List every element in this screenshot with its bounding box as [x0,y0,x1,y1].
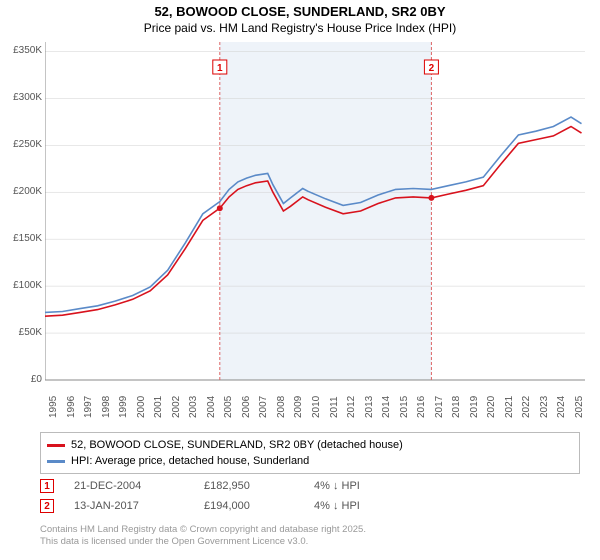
x-tick-label: 2008 [276,396,287,418]
x-tick-label: 2006 [241,396,252,418]
legend-label-2: HPI: Average price, detached house, Sund… [71,455,309,467]
event-row-2: 2 13-JAN-2017 £194,000 4% ↓ HPI [40,496,580,516]
x-tick-label: 2024 [556,396,567,418]
x-tick-label: 2009 [293,396,304,418]
event-date-2: 13-JAN-2017 [74,500,184,512]
chart-container: 52, BOWOOD CLOSE, SUNDERLAND, SR2 0BY Pr… [0,0,600,560]
x-tick-label: 2013 [364,396,375,418]
x-tick-label: 2003 [188,396,199,418]
title-block: 52, BOWOOD CLOSE, SUNDERLAND, SR2 0BY Pr… [0,0,600,35]
x-tick-label: 2000 [136,396,147,418]
x-tick-label: 2015 [399,396,410,418]
plot-area: 12 [45,36,585,386]
x-tick-label: 2005 [223,396,234,418]
y-tick-label: £150K [0,233,42,244]
event-date-1: 21-DEC-2004 [74,480,184,492]
x-tick-label: 2022 [521,396,532,418]
x-tick-label: 1999 [118,396,129,418]
y-tick-label: £300K [0,92,42,103]
legend-item-2: HPI: Average price, detached house, Sund… [47,453,573,469]
x-tick-label: 2018 [451,396,462,418]
x-tick-label: 2025 [574,396,585,418]
legend-swatch-red [47,444,65,447]
x-tick-label: 2012 [346,396,357,418]
x-tick-label: 2004 [206,396,217,418]
events-table: 1 21-DEC-2004 £182,950 4% ↓ HPI 2 13-JAN… [40,476,580,516]
footnote-line-1: Contains HM Land Registry data © Crown c… [40,524,580,536]
x-tick-label: 1996 [66,396,77,418]
x-tick-label: 2010 [311,396,322,418]
event-price-2: £194,000 [204,500,294,512]
event-price-1: £182,950 [204,480,294,492]
x-tick-label: 1997 [83,396,94,418]
y-tick-label: £350K [0,45,42,56]
x-tick-label: 2014 [381,396,392,418]
y-tick-label: £250K [0,139,42,150]
event-badge-1: 1 [40,479,54,493]
x-tick-label: 1995 [48,396,59,418]
x-tick-label: 2011 [329,396,340,418]
y-tick-label: £200K [0,186,42,197]
title-sub: Price paid vs. HM Land Registry's House … [0,21,600,35]
x-tick-label: 2019 [469,396,480,418]
x-axis-labels: 1995 1996 1997 1998 1999 2000 2001 2002 2003 2004… [45,388,585,428]
y-tick-label: £50K [0,327,42,338]
event-row-1: 1 21-DEC-2004 £182,950 4% ↓ HPI [40,476,580,496]
event-delta-2: 4% ↓ HPI [314,500,360,512]
x-tick-label: 1998 [101,396,112,418]
x-tick-label: 2007 [258,396,269,418]
x-tick-label: 2020 [486,396,497,418]
x-tick-label: 2001 [153,396,164,418]
legend: 52, BOWOOD CLOSE, SUNDERLAND, SR2 0BY (d… [40,432,580,474]
legend-label-1: 52, BOWOOD CLOSE, SUNDERLAND, SR2 0BY (d… [71,439,403,451]
svg-text:1: 1 [217,63,223,74]
event-badge-2: 2 [40,499,54,513]
y-tick-label: £0 [0,374,42,385]
plot-svg: 12 [45,36,585,386]
legend-item-1: 52, BOWOOD CLOSE, SUNDERLAND, SR2 0BY (d… [47,437,573,453]
title-main: 52, BOWOOD CLOSE, SUNDERLAND, SR2 0BY [0,4,600,19]
y-tick-label: £100K [0,280,42,291]
footnote: Contains HM Land Registry data © Crown c… [40,524,580,549]
event-delta-1: 4% ↓ HPI [314,480,360,492]
x-tick-label: 2002 [171,396,182,418]
x-tick-label: 2023 [539,396,550,418]
svg-text:2: 2 [429,63,435,74]
legend-swatch-blue [47,460,65,463]
x-tick-label: 2016 [416,396,427,418]
x-tick-label: 2021 [504,396,515,418]
x-tick-label: 2017 [434,396,445,418]
footnote-line-2: This data is licensed under the Open Gov… [40,536,580,548]
